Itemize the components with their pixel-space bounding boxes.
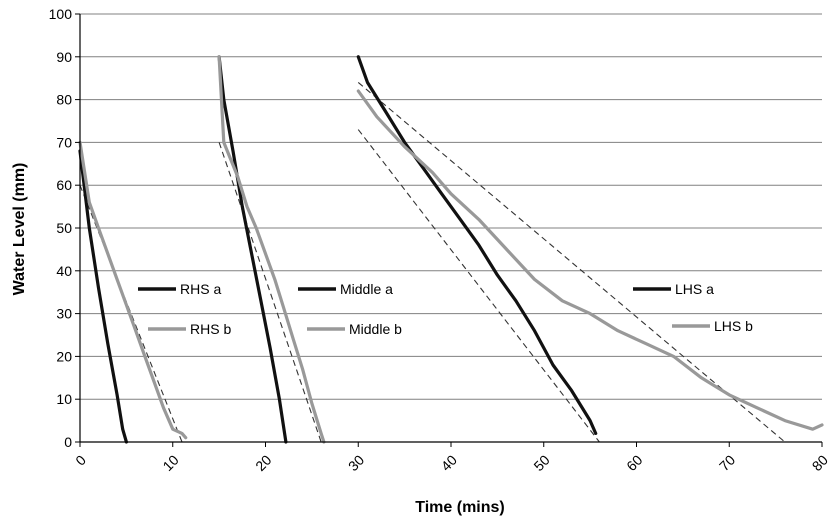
- x-tick-label-60: 60: [623, 452, 645, 474]
- trendline-1: [79, 184, 183, 443]
- series-line-middle-a: [217, 55, 288, 444]
- legend-label-middle-b: Middle b: [349, 321, 402, 337]
- y-tick-label-80: 80: [56, 92, 72, 108]
- y-tick-label-20: 20: [56, 348, 72, 364]
- axes: [75, 13, 823, 447]
- x-tick-label-70: 70: [716, 452, 738, 474]
- y-tick-label-60: 60: [56, 177, 72, 193]
- y-tick-label-100: 100: [49, 6, 73, 22]
- y-axis-title: Water Level (mm): [11, 163, 28, 296]
- x-tick-label-20: 20: [252, 452, 274, 474]
- x-axis-title: Time (mins): [415, 499, 505, 516]
- trendline-3: [357, 129, 600, 443]
- x-tick-label-40: 40: [438, 452, 460, 474]
- series-line-lhs-a: [356, 55, 598, 435]
- gridlines: [80, 13, 822, 400]
- legend-label-lhs-a: LHS a: [675, 281, 714, 297]
- tick-labels: 0 10 20 30 40 50 60 70 80 90 100 0 10 20 30 40 50 60 70 80: [49, 6, 832, 474]
- x-tick-label-10: 10: [159, 452, 181, 474]
- trendline-4: [357, 82, 786, 443]
- legend-label-middle-a: Middle a: [340, 281, 393, 297]
- y-tick-label-50: 50: [56, 220, 72, 236]
- series-line-lhs-b: [356, 89, 824, 431]
- x-tick-label-0: 0: [72, 452, 89, 469]
- series-line-middle-b: [217, 55, 326, 444]
- series-lines: [78, 55, 824, 444]
- y-tick-label-30: 30: [56, 306, 72, 322]
- y-tick-label-40: 40: [56, 263, 72, 279]
- trendlines: [79, 82, 786, 443]
- x-tick-label-80: 80: [809, 452, 831, 474]
- series-labels: RHS a RHS b Middle a Middle b LHS a LHS b: [138, 281, 753, 337]
- x-tick-label-50: 50: [530, 452, 552, 474]
- legend-label-rhs-a: RHS a: [180, 281, 221, 297]
- y-tick-label-90: 90: [56, 49, 72, 65]
- legend-label-rhs-b: RHS b: [190, 321, 231, 337]
- legend-label-lhs-b: LHS b: [714, 318, 753, 334]
- series-line-rhs-b: [78, 140, 188, 440]
- x-tick-label-30: 30: [345, 452, 367, 474]
- y-tick-label-0: 0: [64, 434, 72, 450]
- y-tick-label-70: 70: [56, 134, 72, 150]
- trendline-2: [218, 142, 322, 443]
- y-tick-label-10: 10: [56, 391, 72, 407]
- series-line-rhs-a: [78, 149, 129, 444]
